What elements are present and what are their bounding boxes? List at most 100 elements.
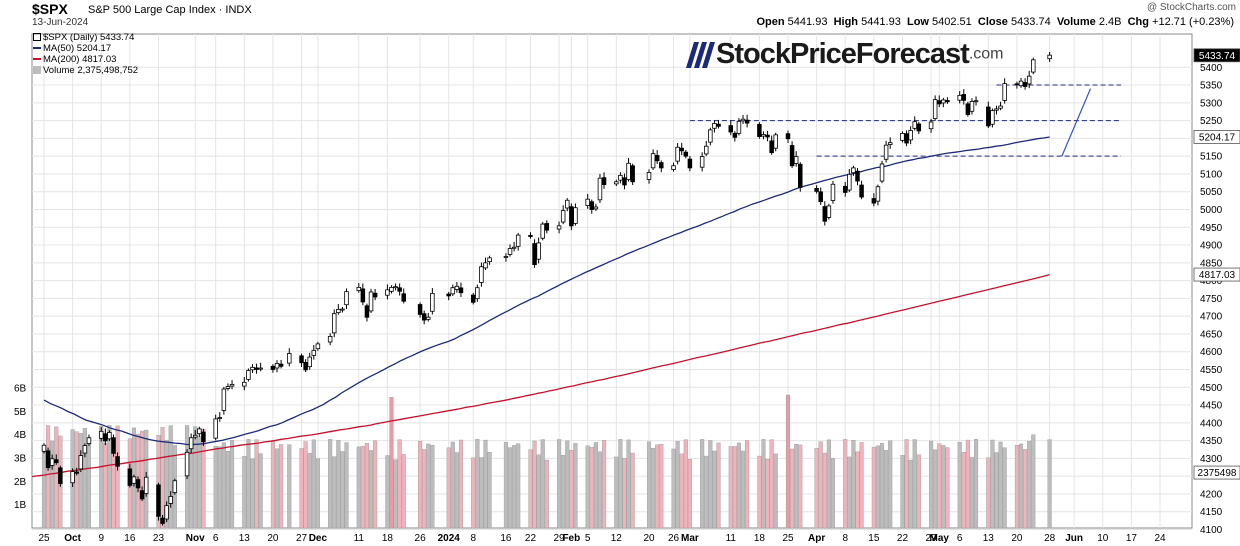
date-tick-label: 6	[957, 533, 963, 544]
candle	[589, 201, 595, 210]
candle	[716, 123, 721, 127]
volume-bar	[740, 450, 746, 529]
volume-bar	[360, 445, 365, 529]
volume-bar	[99, 425, 104, 529]
volume-bar	[888, 440, 893, 529]
candle	[573, 207, 578, 224]
candle	[904, 133, 909, 144]
legend-volume: Volume 2,375,498,752	[33, 65, 138, 76]
date-tick-label: 10	[1097, 533, 1109, 544]
volume-bar	[107, 425, 112, 529]
date-tick-label: 20	[267, 533, 279, 544]
date-tick-label: 26	[668, 533, 680, 544]
candle	[82, 445, 88, 454]
volume-bar	[385, 455, 390, 529]
volume-bar	[328, 439, 333, 529]
volume-bar	[957, 441, 962, 529]
volume-bar	[855, 451, 860, 529]
volume-bar	[651, 448, 656, 529]
volume-tick-label: 2B	[14, 477, 27, 488]
volume-bar	[225, 451, 231, 529]
candle	[683, 151, 689, 157]
low-value: 5402.51	[932, 16, 972, 28]
legend-ma50: MA(50) 5204.17	[33, 43, 138, 54]
candle	[475, 287, 480, 300]
date-tick-label: 29	[554, 533, 566, 544]
last-value-label: 4817.03	[1199, 270, 1236, 281]
candle	[875, 186, 881, 202]
date-tick-label: 29	[926, 533, 938, 544]
legend-price: $SPX (Daily) 5433.74	[33, 32, 138, 43]
price-tick-label: 4850	[1200, 258, 1223, 269]
last-value-box	[1193, 48, 1240, 63]
candle	[728, 125, 734, 133]
volume-bar	[875, 445, 880, 529]
volume-bar	[340, 451, 345, 529]
price-tick-label: 4550	[1200, 365, 1223, 376]
candle	[45, 450, 51, 469]
volume-bar	[851, 440, 856, 529]
candle	[393, 286, 398, 289]
volume-bar	[904, 439, 909, 529]
volume-bar	[368, 450, 374, 529]
candle	[270, 365, 276, 370]
candle	[654, 155, 660, 162]
volume-bar	[418, 440, 423, 529]
candle	[479, 266, 484, 283]
date-tick-label: 20	[643, 533, 655, 544]
volume-bar	[814, 448, 819, 529]
volume-bar	[597, 451, 603, 529]
volume-bar	[986, 457, 991, 529]
last-value-label: 5433.74	[1199, 51, 1236, 62]
candle	[744, 119, 750, 124]
candle	[107, 432, 112, 440]
date-tick-label: 13	[239, 533, 251, 544]
candle	[659, 162, 664, 169]
price-tick-label: 4200	[1200, 489, 1223, 500]
volume-bar	[164, 439, 169, 529]
candle	[340, 308, 345, 311]
volume-bar	[315, 458, 320, 529]
candle	[585, 198, 590, 206]
candle	[761, 134, 766, 137]
candle	[417, 304, 423, 315]
volume-bar	[41, 446, 47, 529]
volume-bar	[213, 446, 218, 529]
candle	[58, 467, 63, 485]
date-tick-label: 6	[213, 533, 219, 544]
date-tick-label: 11	[726, 533, 737, 544]
candle	[450, 287, 456, 295]
price-tick-label: 4650	[1200, 329, 1223, 340]
candle	[217, 417, 223, 419]
candle	[515, 234, 521, 247]
candle	[601, 177, 607, 186]
close-value: 5433.74	[1010, 16, 1051, 28]
volume-tick-label: 4B	[14, 430, 27, 441]
stockpriceforecast-logo: StockPriceForecast.com	[686, 38, 1003, 71]
candle	[994, 108, 999, 111]
date-tick-label: 2024	[438, 533, 461, 544]
candle	[1047, 54, 1052, 60]
candle	[426, 316, 431, 320]
logo-slashes-icon	[686, 41, 715, 68]
candle	[556, 225, 562, 230]
volume-bar	[189, 441, 194, 529]
volume-bar	[826, 439, 831, 529]
volume-bar	[745, 440, 750, 529]
candle	[103, 433, 108, 442]
candle	[74, 471, 79, 474]
candle	[127, 468, 133, 486]
candle	[703, 145, 709, 155]
volume-bar	[912, 439, 917, 529]
candle	[736, 120, 742, 134]
volume-bar	[687, 459, 692, 529]
price-tick-label: 4500	[1200, 383, 1223, 394]
price-tick-label: 5000	[1200, 205, 1223, 216]
volume-bar	[168, 425, 173, 529]
date-tick-label: Dec	[309, 533, 328, 544]
volume-bar	[822, 452, 827, 529]
volume-bar	[998, 441, 1003, 529]
candle	[826, 205, 832, 218]
price-tick-label: 4600	[1200, 347, 1223, 358]
volume-bar	[716, 442, 721, 529]
